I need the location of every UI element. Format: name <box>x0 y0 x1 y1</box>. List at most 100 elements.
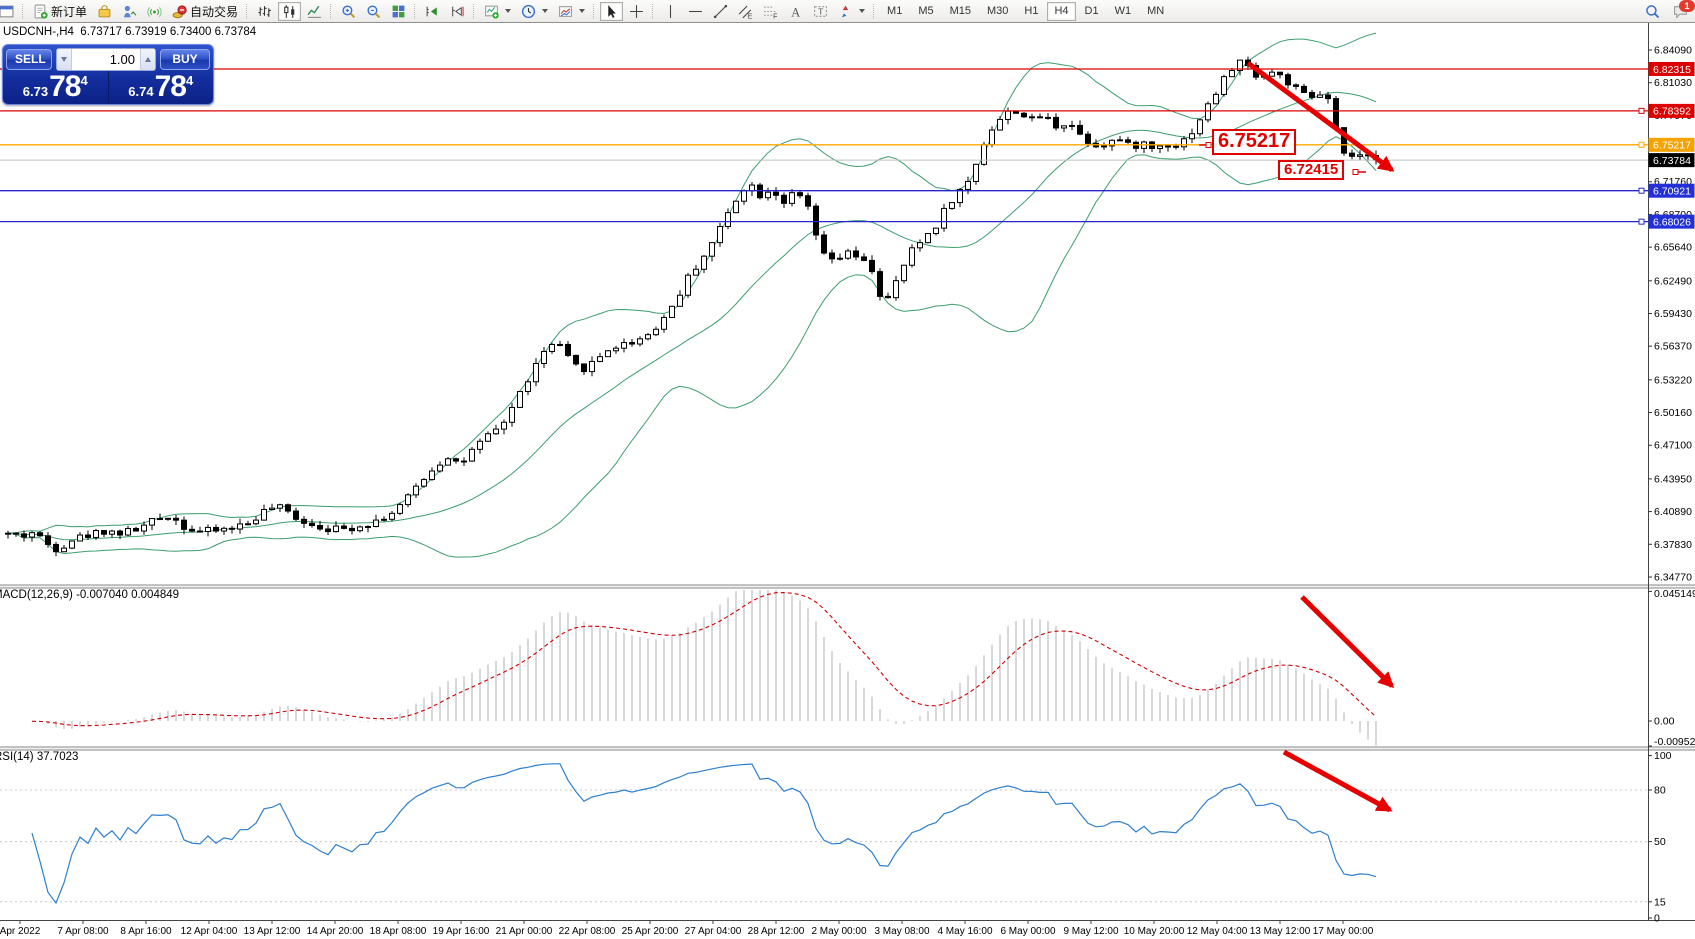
volume-input[interactable] <box>72 50 140 68</box>
text-label-tool-button[interactable]: T <box>809 2 832 21</box>
svg-text:80: 80 <box>1654 785 1666 797</box>
notification-badge: 1 <box>1679 0 1695 12</box>
toolbar-group <box>472 0 592 22</box>
red-trend-arrow <box>1300 595 1395 689</box>
toolbar-group <box>329 0 413 22</box>
metaeditor-button[interactable] <box>93 2 116 21</box>
fibo-icon: F <box>763 4 778 19</box>
volume-increase-button[interactable] <box>140 48 155 70</box>
arrow-objects-button[interactable] <box>834 2 869 21</box>
chevron-down-icon <box>505 9 512 13</box>
price-annotation-box[interactable]: 6.72415 <box>1278 160 1345 181</box>
svg-text:4 May 16:00: 4 May 16:00 <box>937 926 992 937</box>
search-button[interactable] <box>1641 1 1664 22</box>
chart-shift-button[interactable] <box>446 2 469 21</box>
signals-button[interactable] <box>143 2 166 21</box>
autotrading-button[interactable]: 自动交易 <box>168 2 242 21</box>
timeframe-m15-button[interactable]: M15 <box>943 2 978 21</box>
timeframe-m1-button[interactable]: M1 <box>880 2 909 21</box>
chevron-down-icon <box>579 9 586 13</box>
candles-icon <box>282 4 297 19</box>
label-icon: T <box>813 4 828 19</box>
timeframe-d1-button[interactable]: D1 <box>1078 2 1106 21</box>
line-chart-button[interactable] <box>303 2 326 21</box>
templates-icon <box>558 4 573 19</box>
rsi-indicator-label: RSI(14) 37.7023 <box>0 751 79 763</box>
svg-text:0.045149: 0.045149 <box>1654 588 1695 600</box>
candlestick-chart-button[interactable] <box>278 1 302 21</box>
timeframe-h1-button[interactable]: H1 <box>1017 2 1045 21</box>
new-order-button[interactable]: 新订单 <box>29 2 91 21</box>
svg-text:7 Apr 08:00: 7 Apr 08:00 <box>57 926 109 937</box>
periods-icon <box>521 4 536 19</box>
sell-button[interactable]: SELL <box>6 48 52 70</box>
market-watch-icon <box>122 4 137 19</box>
auto-scroll-button[interactable] <box>421 2 444 21</box>
svg-text:6 May 00:00: 6 May 00:00 <box>1000 926 1055 937</box>
svg-text:6.34770: 6.34770 <box>1654 571 1692 583</box>
red-trend-arrow <box>1282 749 1393 813</box>
toolbar-group <box>592 0 651 22</box>
new-chart-button[interactable] <box>0 2 18 21</box>
bar-chart-button[interactable] <box>253 2 276 21</box>
svg-text:6.65640: 6.65640 <box>1654 242 1692 254</box>
toolbar-group <box>413 0 472 22</box>
svg-text:6.37830: 6.37830 <box>1654 539 1692 551</box>
svg-text:E: E <box>748 13 753 19</box>
buy-button[interactable]: BUY <box>160 48 210 70</box>
buy-price-big: 78 <box>154 70 187 103</box>
community-chat-button[interactable]: 1 <box>1669 0 1695 22</box>
volume-decrease-button[interactable] <box>57 48 72 70</box>
chart-ohlc-title: USDCNH-,H4 6.73717 6.73919 6.73400 6.737… <box>3 26 256 38</box>
svg-text:12 May 04:00: 12 May 04:00 <box>1187 926 1248 937</box>
svg-text:22 Apr 08:00: 22 Apr 08:00 <box>559 926 616 937</box>
periods-button[interactable] <box>517 2 552 21</box>
svg-text:15: 15 <box>1654 896 1666 908</box>
svg-text:6.78392: 6.78392 <box>1653 106 1691 118</box>
market-watch-button[interactable] <box>118 2 141 21</box>
text-tool-button[interactable]: A <box>784 2 807 21</box>
svg-text:50: 50 <box>1654 836 1666 848</box>
toolbar-right-tools: 1 <box>1640 0 1695 22</box>
trendline-button[interactable] <box>709 2 732 21</box>
svg-text:13 May 12:00: 13 May 12:00 <box>1250 926 1311 937</box>
timeframe-mn-button[interactable]: MN <box>1140 2 1171 21</box>
price-annotation-box[interactable]: 6.75217 <box>1212 129 1297 155</box>
svg-text:6.75217: 6.75217 <box>1653 140 1691 152</box>
toolbar-group <box>245 0 329 22</box>
crosshair-button[interactable] <box>625 2 648 21</box>
horizontal-line-button[interactable] <box>684 2 707 21</box>
line-chart-icon <box>307 4 322 19</box>
metaeditor-icon <box>97 4 112 19</box>
svg-text:6.50160: 6.50160 <box>1654 407 1692 419</box>
equidistant-channel-button[interactable]: E <box>734 2 757 21</box>
red-trend-arrow <box>1246 60 1395 173</box>
timeframe-m30-button[interactable]: M30 <box>980 2 1015 21</box>
zoom-out-button[interactable] <box>362 2 385 21</box>
chart-shift-icon <box>450 4 465 19</box>
svg-text:27 Apr 04:00: 27 Apr 04:00 <box>685 926 742 937</box>
sell-price[interactable]: 6.73 78 4 <box>3 71 108 103</box>
buy-price[interactable]: 6.74 78 4 <box>107 70 214 103</box>
templates-button[interactable] <box>554 2 589 21</box>
toolbar-group <box>0 0 21 22</box>
timeframe-w1-button[interactable]: W1 <box>1108 2 1139 21</box>
zoom-in-button[interactable] <box>337 2 360 21</box>
new-order-icon <box>33 4 48 19</box>
timeframe-m5-button[interactable]: M5 <box>911 2 940 21</box>
vertical-line-button[interactable] <box>659 2 682 21</box>
cursor-button[interactable] <box>600 1 624 21</box>
sell-price-prefix: 6.73 <box>22 84 49 99</box>
trendline-icon <box>713 4 728 19</box>
ohlc-text: USDCNH-,H4 6.73717 6.73919 6.73400 6.737… <box>3 26 257 38</box>
svg-text:T: T <box>818 6 824 16</box>
timeframe-h4-button[interactable]: H4 <box>1047 1 1076 21</box>
tile-windows-icon <box>391 4 406 19</box>
fibonacci-retracement-button[interactable]: F <box>759 2 782 21</box>
tile-windows-button[interactable] <box>387 2 410 21</box>
indicators-list-button[interactable] <box>480 2 515 21</box>
trade-panel-prices: 6.73 78 4 6.74 78 4 <box>3 71 213 103</box>
crosshair-icon <box>629 4 644 19</box>
